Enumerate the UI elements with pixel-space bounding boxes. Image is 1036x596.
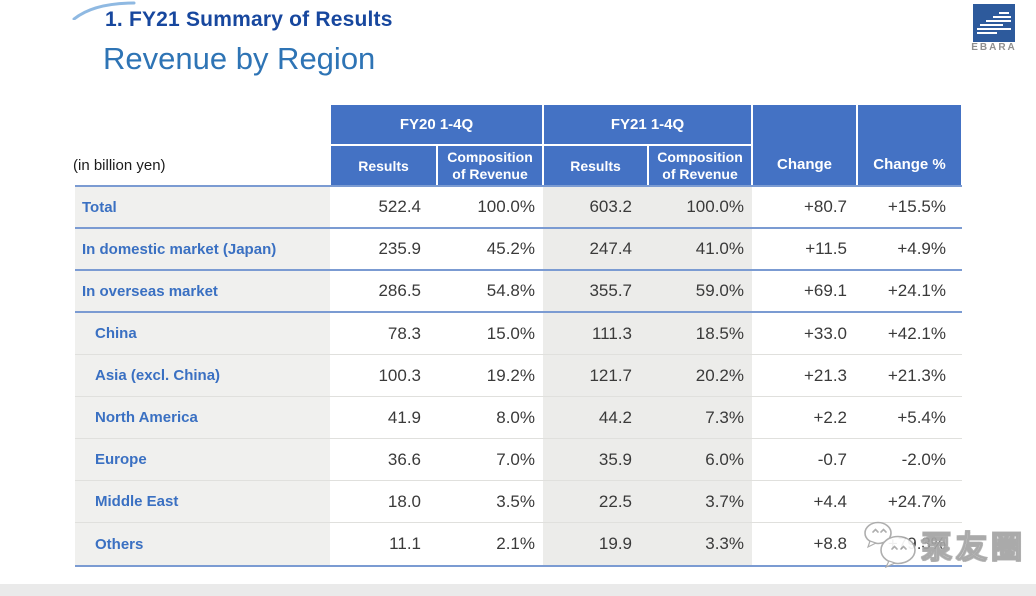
table-row: Europe 36.6 7.0% 35.9 6.0% -0.7 -2.0% — [75, 439, 962, 481]
row-label: Europe — [75, 439, 330, 480]
cell-fy21-results: 355.7 — [543, 271, 648, 311]
cell-fy21-results: 247.4 — [543, 229, 648, 269]
composition-line1: Composition — [447, 149, 533, 166]
bottom-strip — [0, 584, 1036, 596]
header-change: Change — [753, 105, 856, 186]
table-row: Total 522.4 100.0% 603.2 100.0% +80.7 +15.5% — [75, 187, 962, 229]
table-row: In domestic market (Japan) 235.9 45.2% 247.… — [75, 229, 962, 271]
cell-fy21-results: 19.9 — [543, 523, 648, 565]
cell-fy20-composition: 45.2% — [437, 229, 543, 269]
cell-fy20-composition: 15.0% — [437, 313, 543, 354]
cell-change-pct: +5.4% — [857, 397, 962, 438]
cell-change: +8.8 — [752, 523, 857, 565]
header-fy21-group: FY21 1-4Q — [544, 105, 751, 144]
cell-change: +21.3 — [752, 355, 857, 396]
cell-fy20-composition: 100.0% — [437, 187, 543, 227]
cell-fy21-results: 603.2 — [543, 187, 648, 227]
row-label: In overseas market — [75, 271, 330, 311]
page-title: 1. FY21 Summary of Results — [105, 8, 393, 31]
composition-line2: of Revenue — [452, 166, 528, 182]
cell-fy20-results: 11.1 — [330, 523, 437, 565]
header-fy20-results: Results — [331, 146, 436, 186]
cell-fy20-results: 18.0 — [330, 481, 437, 522]
cell-fy21-composition: 20.2% — [648, 355, 752, 396]
cell-fy20-composition: 2.1% — [437, 523, 543, 565]
table-row: North America 41.9 8.0% 44.2 7.3% +2.2 +5.4% — [75, 397, 962, 439]
cell-fy20-results: 522.4 — [330, 187, 437, 227]
cell-change: -0.7 — [752, 439, 857, 480]
header-fy21-results: Results — [544, 146, 647, 186]
row-label: China — [75, 313, 330, 354]
cell-change: +2.2 — [752, 397, 857, 438]
revenue-table-body: Total 522.4 100.0% 603.2 100.0% +80.7 +15.5% In… — [75, 185, 962, 567]
row-label: Others — [75, 523, 330, 565]
cell-fy21-composition: 7.3% — [648, 397, 752, 438]
cell-fy20-composition: 54.8% — [437, 271, 543, 311]
row-label: Middle East — [75, 481, 330, 522]
cell-change: +69.1 — [752, 271, 857, 311]
cell-fy21-composition: 3.7% — [648, 481, 752, 522]
swoosh-decoration — [72, 1, 136, 20]
table-row: Others 11.1 2.1% 19.9 3.3% +8.8 +79.3% — [75, 523, 962, 565]
cell-change: +4.4 — [752, 481, 857, 522]
table-row: Asia (excl. China) 100.3 19.2% 121.7 20.2% +2… — [75, 355, 962, 397]
cell-fy21-results: 35.9 — [543, 439, 648, 480]
cell-fy20-results: 286.5 — [330, 271, 437, 311]
cell-fy21-results: 111.3 — [543, 313, 648, 354]
cell-fy20-composition: 19.2% — [437, 355, 543, 396]
cell-change-pct: -2.0% — [857, 439, 962, 480]
cell-fy21-composition: 18.5% — [648, 313, 752, 354]
cell-fy21-results: 121.7 — [543, 355, 648, 396]
table-unit-label: (in billion yen) — [73, 157, 166, 174]
cell-fy20-results: 41.9 — [330, 397, 437, 438]
page-subtitle: Revenue by Region — [103, 41, 376, 76]
row-label: North America — [75, 397, 330, 438]
cell-fy21-composition: 59.0% — [648, 271, 752, 311]
cell-fy21-results: 22.5 — [543, 481, 648, 522]
cell-change-pct: +4.9% — [857, 229, 962, 269]
cell-fy20-results: 235.9 — [330, 229, 437, 269]
composition-line2: of Revenue — [662, 166, 738, 182]
table-row: Middle East 18.0 3.5% 22.5 3.7% +4.4 +24.7% — [75, 481, 962, 523]
cell-fy21-composition: 6.0% — [648, 439, 752, 480]
cell-fy21-results: 44.2 — [543, 397, 648, 438]
header-fy21-composition: Composition of Revenue — [649, 146, 751, 186]
ebara-logo-text: EBARA — [971, 42, 1017, 53]
cell-fy20-results: 100.3 — [330, 355, 437, 396]
cell-fy21-composition: 100.0% — [648, 187, 752, 227]
cell-fy20-composition: 3.5% — [437, 481, 543, 522]
cell-fy20-composition: 8.0% — [437, 397, 543, 438]
table-row: China 78.3 15.0% 111.3 18.5% +33.0 +42.1% — [75, 313, 962, 355]
cell-change-pct: +24.7% — [857, 481, 962, 522]
cell-change: +80.7 — [752, 187, 857, 227]
cell-change-pct: +15.5% — [857, 187, 962, 227]
row-label: Asia (excl. China) — [75, 355, 330, 396]
cell-change: +11.5 — [752, 229, 857, 269]
cell-change-pct: +21.3% — [857, 355, 962, 396]
header-fy20-composition: Composition of Revenue — [438, 146, 542, 186]
header-change-pct: Change % — [858, 105, 961, 186]
row-label: In domestic market (Japan) — [75, 229, 330, 269]
table-row: In overseas market 286.5 54.8% 355.7 59.0% +6… — [75, 271, 962, 313]
cell-fy20-results: 78.3 — [330, 313, 437, 354]
composition-line1: Composition — [657, 149, 743, 166]
cell-fy21-composition: 3.3% — [648, 523, 752, 565]
cell-change-pct: +42.1% — [857, 313, 962, 354]
row-label: Total — [75, 187, 330, 227]
cell-fy20-results: 36.6 — [330, 439, 437, 480]
cell-change-pct: +24.1% — [857, 271, 962, 311]
cell-fy20-composition: 7.0% — [437, 439, 543, 480]
cell-change-pct: +79.3% — [857, 523, 962, 565]
cell-change: +33.0 — [752, 313, 857, 354]
ebara-logo-icon — [973, 4, 1015, 42]
header-fy20-group: FY20 1-4Q — [331, 105, 542, 144]
cell-fy21-composition: 41.0% — [648, 229, 752, 269]
